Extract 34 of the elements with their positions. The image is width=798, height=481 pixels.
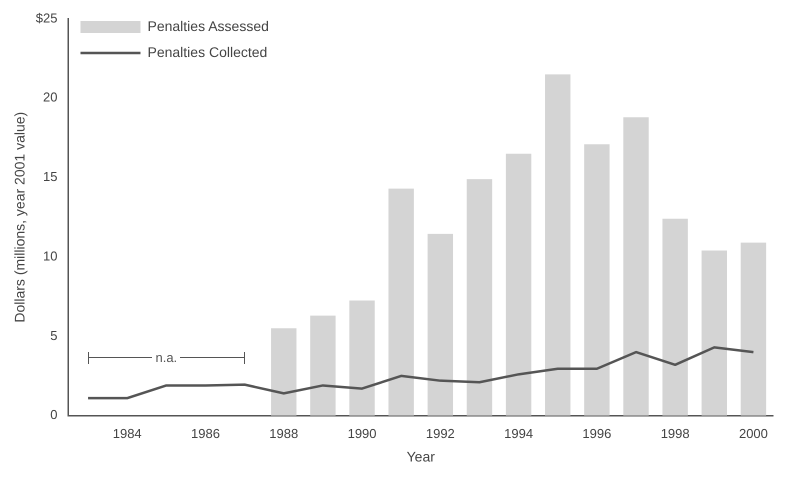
bar — [662, 218, 688, 416]
bar — [740, 242, 766, 416]
y-tick-label: $25 — [36, 10, 58, 26]
annotation: n.a. — [154, 350, 178, 365]
y-tick-label: 5 — [50, 328, 58, 343]
bar — [349, 300, 375, 416]
bar — [310, 316, 336, 416]
y-axis-title: Dollars (millions, year 2001 value) — [11, 112, 28, 323]
x-tick-label: 1998 — [660, 426, 690, 441]
x-tick-label: 1996 — [582, 426, 612, 441]
x-tick-label: 2000 — [738, 426, 768, 441]
bar — [584, 144, 610, 416]
legend-label: Penalties Assessed — [147, 18, 269, 34]
y-tick-label: 10 — [43, 248, 58, 264]
x-tick-label: 1988 — [269, 426, 298, 441]
x-tick-label: 1994 — [504, 426, 534, 441]
x-tick-label: 1990 — [348, 426, 376, 441]
bar — [623, 117, 649, 416]
bar — [506, 154, 532, 416]
bar — [271, 328, 296, 416]
x-tick-label: 1992 — [426, 426, 455, 441]
span-bracket: n.a. — [88, 352, 245, 364]
y-tick-label: 0 — [50, 407, 58, 422]
bar — [545, 74, 570, 416]
bar — [428, 234, 454, 416]
x-axis-title: Year — [406, 448, 436, 464]
bar — [466, 179, 492, 416]
bar — [702, 250, 728, 416]
y-tick-label: 20 — [43, 90, 58, 105]
x-tick-label: 1984 — [112, 426, 142, 441]
legend-label: Penalties Collected — [147, 44, 268, 60]
x-tick-label: 1986 — [191, 426, 220, 441]
bar — [388, 188, 414, 416]
y-tick-label: 15 — [43, 169, 58, 184]
